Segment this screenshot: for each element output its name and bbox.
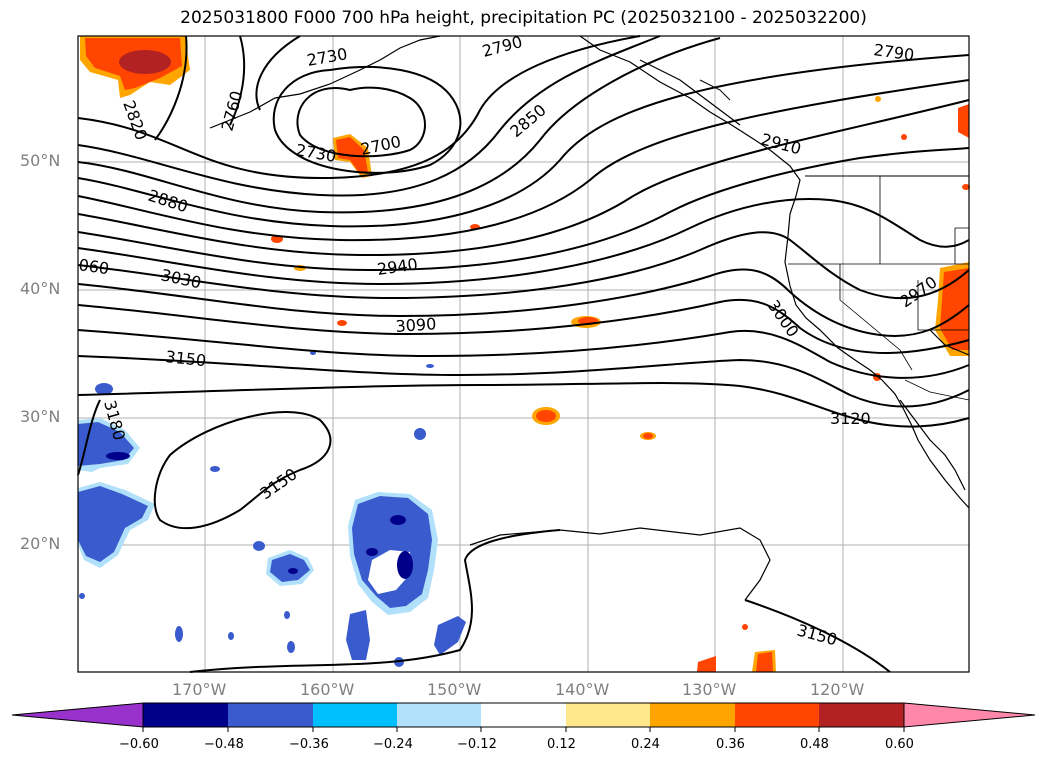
colorbar-tick: 0.60 bbox=[885, 737, 914, 752]
lat-label-20n: 20°N bbox=[20, 534, 61, 553]
colorbar-tick: 0.48 bbox=[800, 737, 829, 752]
lon-label-140w: 140°W bbox=[555, 680, 610, 699]
lon-label-170w: 170°W bbox=[172, 680, 227, 699]
colorbar-tick: 0.36 bbox=[716, 737, 745, 752]
positive-anomaly-patches bbox=[80, 36, 970, 672]
contour-label: 060 bbox=[77, 255, 110, 278]
colorbar-tick: −0.24 bbox=[373, 737, 413, 752]
height-contours bbox=[77, 35, 970, 673]
colorbar-tick: 0.24 bbox=[631, 737, 660, 752]
colorbar-tick: −0.12 bbox=[457, 737, 497, 752]
map-frame bbox=[77, 35, 970, 673]
contour-label: 3150 bbox=[165, 347, 207, 370]
colorbar-tick: −0.36 bbox=[289, 737, 329, 752]
colorbar-tick: 0.12 bbox=[547, 737, 576, 752]
contour-label: 3120 bbox=[830, 409, 871, 428]
gridlines bbox=[78, 36, 969, 672]
colorbar-tick: −0.48 bbox=[204, 737, 244, 752]
contour-label: 3090 bbox=[395, 314, 437, 336]
colorbar bbox=[11, 702, 1036, 732]
lon-label-130w: 130°W bbox=[682, 680, 737, 699]
lat-label-50n: 50°N bbox=[20, 151, 61, 170]
lat-label-40n: 40°N bbox=[20, 279, 61, 298]
lon-label-120w: 120°W bbox=[810, 680, 865, 699]
lon-label-150w: 150°W bbox=[427, 680, 482, 699]
map-title: 2025031800 F000 700 hPa height, precipit… bbox=[180, 8, 867, 28]
lon-label-160w: 160°W bbox=[300, 680, 355, 699]
colorbar-tick: −0.60 bbox=[119, 737, 159, 752]
lat-label-30n: 30°N bbox=[20, 407, 61, 426]
negative-anomaly-patches bbox=[78, 351, 466, 667]
